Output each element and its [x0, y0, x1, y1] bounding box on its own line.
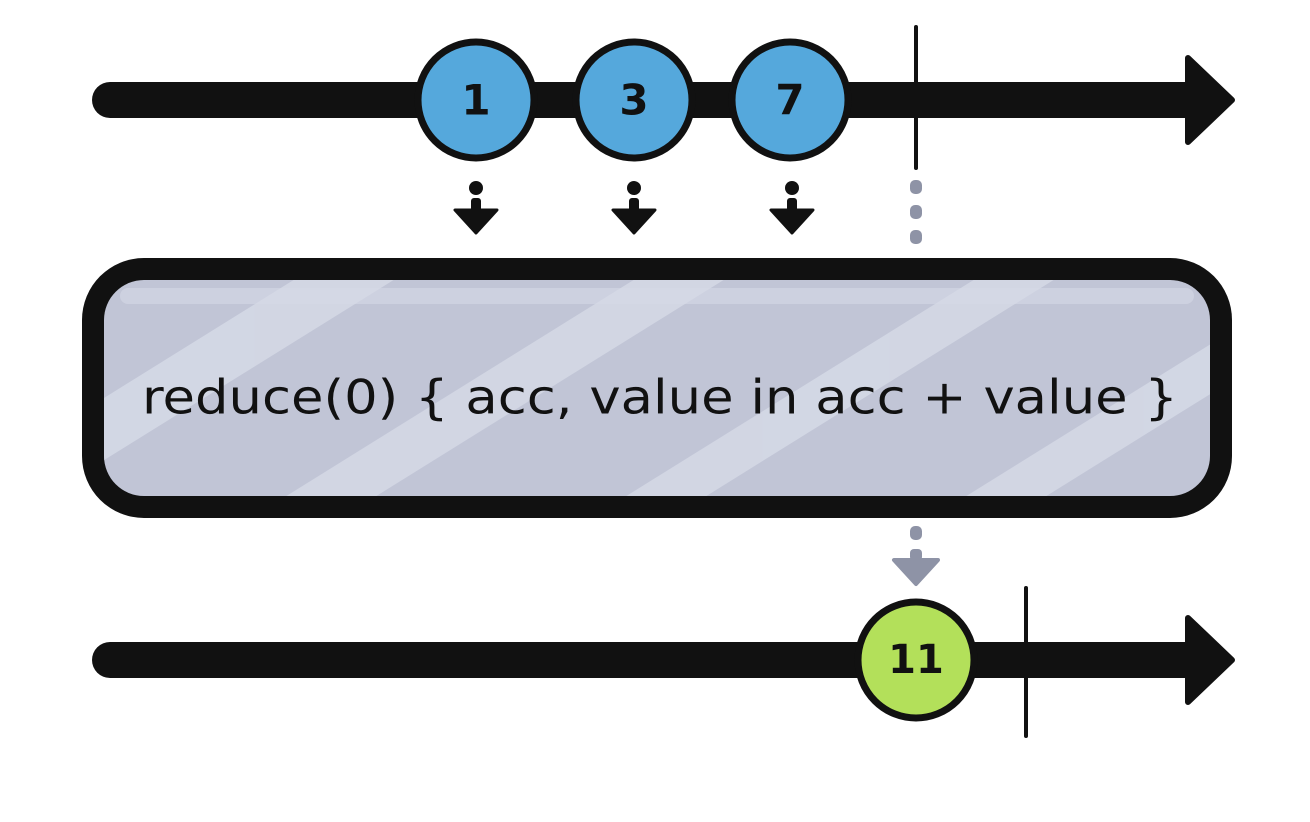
input-marble: 7: [728, 38, 852, 162]
operator-label: reduce(0) { acc, value in acc + value }: [142, 371, 1178, 426]
output-timeline-arrowhead: [1185, 615, 1235, 705]
output-marble-label: 11: [888, 637, 944, 683]
down-arrow-icon: [611, 181, 657, 235]
completion-connector: [910, 180, 922, 244]
output-timeline: 11: [92, 586, 1235, 738]
output-marble-circle: [854, 598, 978, 722]
output-marble: 11: [854, 598, 978, 722]
input-marble: 1: [414, 38, 538, 162]
down-arrow-icon: [453, 181, 499, 235]
input-marble-label: 1: [461, 76, 490, 125]
operator-box: reduce(0) { acc, value in acc + value }: [82, 258, 1232, 518]
output-down-arrow-icon: [892, 526, 940, 586]
input-marble-circle: [414, 38, 538, 162]
input-marble-circle: [728, 38, 852, 162]
input-marble-label: 3: [619, 76, 648, 125]
input-marble-circle: [572, 38, 696, 162]
input-timeline: 1 3 7: [92, 25, 1235, 170]
down-arrow-icon: [769, 181, 815, 235]
input-marble: 3: [572, 38, 696, 162]
input-timeline-arrowhead: [1185, 55, 1235, 145]
input-marble-label: 7: [775, 76, 804, 125]
operator-stripes: [104, 280, 1210, 496]
